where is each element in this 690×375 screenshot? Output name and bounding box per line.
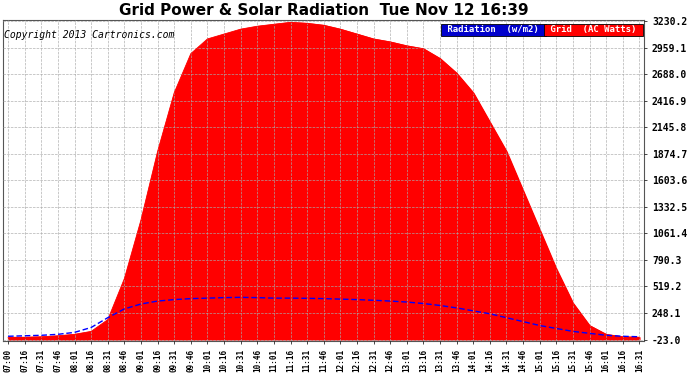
Text: Radiation  (w/m2): Radiation (w/m2) (442, 25, 544, 34)
Text: Copyright 2013 Cartronics.com: Copyright 2013 Cartronics.com (4, 30, 175, 40)
Title: Grid Power & Solar Radiation  Tue Nov 12 16:39: Grid Power & Solar Radiation Tue Nov 12 … (119, 3, 529, 18)
Text: Grid  (AC Watts): Grid (AC Watts) (545, 25, 642, 34)
